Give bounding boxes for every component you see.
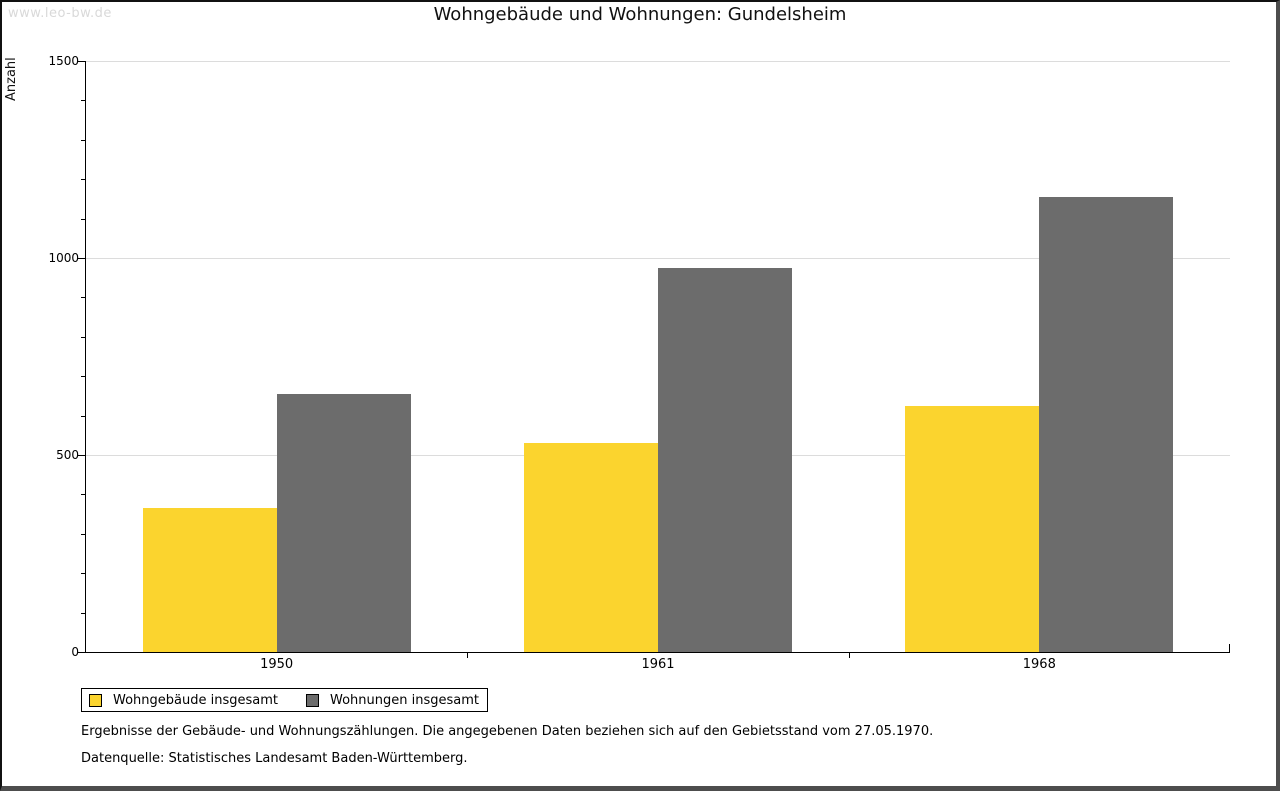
y-major-tick-1500 — [78, 61, 85, 62]
y-minor-tick-1400 — [81, 100, 85, 102]
bar-wohnungen-1950 — [276, 393, 411, 652]
y-tick-label-500: 500 — [56, 448, 79, 462]
y-minor-tick-800 — [81, 336, 85, 338]
y-axis-title: Anzahl — [4, 57, 19, 101]
legend-item-wohngebaeude: Wohngebäude insgesamt — [89, 693, 278, 708]
y-major-tick-1000 — [78, 258, 85, 259]
bar-wohngebaeude-1968 — [905, 405, 1040, 652]
y-minor-tick-900 — [81, 297, 85, 299]
bar-wohnungen-1968 — [1039, 196, 1174, 652]
y-tick-label-1000: 1000 — [48, 251, 79, 265]
legend-label: Wohngebäude insgesamt — [113, 692, 278, 708]
bar-wohngebaeude-1950 — [142, 508, 277, 652]
y-tick-label-0: 0 — [71, 645, 79, 659]
gridline-1500 — [86, 61, 1230, 62]
legend-label: Wohnungen insgesamt — [330, 692, 479, 708]
gridline-1000 — [86, 258, 1230, 259]
y-minor-tick-700 — [81, 376, 85, 378]
x-boundary-tick-1 — [467, 653, 469, 658]
y-minor-tick-400 — [81, 494, 85, 496]
footnote-data-source: Datenquelle: Statistisches Landesamt Bad… — [81, 751, 468, 766]
legend-swatch-gray — [306, 693, 319, 707]
y-minor-tick-300 — [81, 533, 85, 535]
x-tick-label-1968: 1968 — [1022, 657, 1056, 672]
legend-item-wohnungen: Wohnungen insgesamt — [306, 693, 479, 708]
watermark-text: www.leo-bw.de — [8, 6, 112, 21]
y-tick-label-1500: 1500 — [48, 54, 79, 68]
bar-wohnungen-1961 — [658, 267, 792, 652]
chart-title: Wohngebäude und Wohnungen: Gundelsheim — [433, 4, 847, 25]
y-minor-tick-1100 — [81, 218, 85, 220]
y-minor-tick-200 — [81, 573, 85, 575]
x-tick-label-1950: 1950 — [260, 657, 294, 672]
plot-area: 0 500 1000 1500 1950 1961 1968 — [48, 54, 1230, 672]
x-axis-end-tick — [1229, 644, 1230, 652]
bar-wohngebaeude-1961 — [524, 443, 658, 652]
y-minor-tick-1300 — [81, 139, 85, 141]
legend-swatch-yellow — [89, 693, 102, 707]
footnote-source-note: Ergebnisse der Gebäude- und Wohnungszähl… — [81, 724, 934, 739]
x-tick-label-1961: 1961 — [641, 657, 675, 672]
y-minor-tick-600 — [81, 415, 85, 417]
legend: Wohngebäude insgesamt Wohnungen insgesam… — [81, 688, 488, 712]
y-minor-tick-100 — [81, 612, 85, 614]
y-minor-tick-1200 — [81, 179, 85, 181]
y-major-tick-0 — [78, 652, 85, 653]
y-major-tick-500 — [78, 455, 85, 456]
x-boundary-tick-2 — [848, 653, 850, 658]
